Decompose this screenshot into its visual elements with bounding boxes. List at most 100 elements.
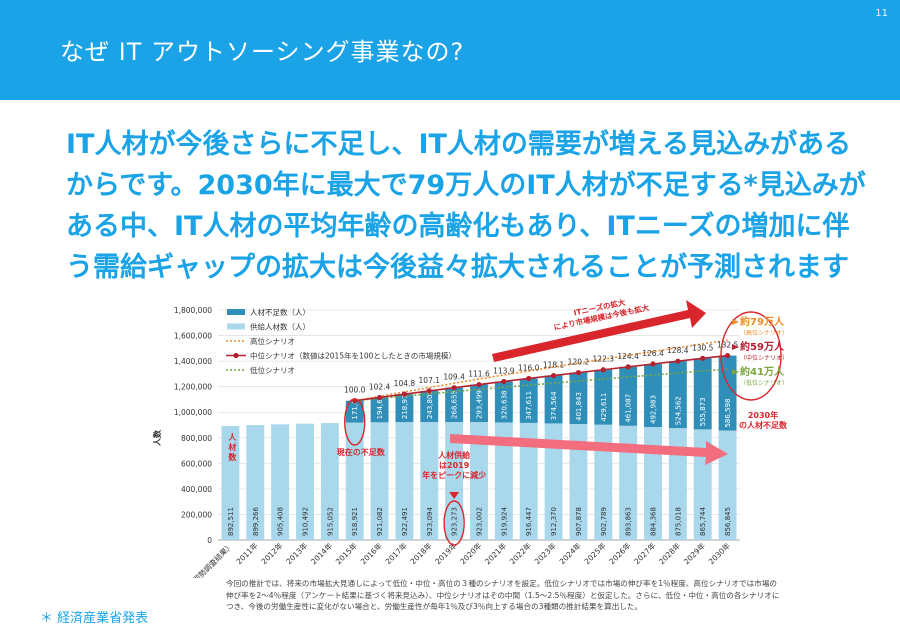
bar-shortage — [594, 369, 613, 425]
bar-supply — [395, 422, 414, 540]
bar-supply-label: 915,052 — [326, 507, 334, 536]
bar-shortage — [494, 381, 513, 423]
bar-shortage — [470, 384, 488, 423]
bar-supply-label: 918,921 — [351, 507, 359, 536]
bar-supply-label: 923,002 — [476, 507, 484, 536]
x-tick-label: 2019年 — [433, 540, 459, 566]
bar-supply — [246, 425, 265, 540]
mid-scenario-point — [501, 378, 507, 385]
bar-supply-label: 893,863 — [625, 507, 633, 536]
bar-shortage — [519, 378, 538, 423]
x-tick-label: 2018年 — [408, 540, 434, 566]
mid-scenario-point — [625, 364, 631, 370]
bar-shortage-label: 194,608 — [376, 390, 384, 419]
x-tick-label: 2028年 — [656, 540, 682, 566]
bar-supply — [544, 423, 563, 540]
mid-scenario-point — [401, 391, 408, 397]
bar-shortage-label: 243,805 — [426, 390, 434, 419]
bar-shortage-label: 218,976 — [401, 390, 409, 419]
y-tick-label: 0 — [207, 536, 212, 545]
mid-scenario-point — [476, 381, 482, 388]
bar-shortage-label: 461,087 — [625, 394, 633, 423]
it-talent-chart: 0 200,000 400,000 600,000 800,000 1,000,000 1,… — [152, 298, 788, 578]
bar-shortage-label: 492,983 — [650, 395, 658, 424]
x-tick-label: 2022年 — [507, 540, 533, 566]
scenario-pointer — [732, 344, 739, 350]
y-tick-label: 400,000 — [181, 485, 212, 494]
x-tick-label: 2029年 — [681, 540, 707, 566]
legend-entry: 低位シナリオ — [250, 365, 295, 375]
x-tick-label: 2024年 — [557, 540, 583, 566]
y-tick-label: 1,800,000 — [174, 306, 212, 315]
bar-supply-label: 865,744 — [699, 507, 707, 536]
bar-shortage-label: 524,562 — [674, 396, 682, 425]
bar-shortage — [619, 366, 638, 426]
bar-supply-label: 923,094 — [426, 507, 434, 536]
legend-swatch — [233, 352, 239, 359]
x-tick-label: 2027年 — [632, 540, 658, 566]
page-title: なぜ IT アウトソーシング事業なの? — [60, 38, 465, 66]
legend-entry: 人材不足数（人） — [250, 307, 310, 317]
header-bar: なぜ IT アウトソーシング事業なの? 11 — [0, 0, 900, 100]
x-tick-label: 2015年 — [333, 540, 359, 566]
bar-supply — [594, 424, 613, 540]
y-axis-label: 人数 — [152, 429, 162, 446]
bar-supply — [221, 425, 240, 540]
bar-supply — [320, 423, 339, 540]
bar-supply-label: 907,878 — [575, 507, 583, 536]
bar-supply — [644, 426, 662, 540]
y-tick-label: 800,000 — [181, 434, 212, 443]
current-shortage-label: 現在の不足数 — [337, 447, 386, 457]
bar-shortage — [693, 358, 712, 430]
mid-scenario-point — [675, 358, 681, 364]
mid-scenario-line — [354, 354, 728, 402]
y-tick-label: 200,000 — [181, 510, 212, 519]
mid-scenario-label: 100.0 — [344, 386, 366, 395]
legend-entry: 高位シナリオ — [250, 336, 295, 346]
bar-supply-label: 912,370 — [550, 507, 558, 536]
mid-scenario-label: 109.4 — [443, 373, 465, 382]
shortage-growth-arrow — [450, 434, 728, 465]
bar-shortage — [668, 361, 687, 429]
bar-supply-label: 910,492 — [302, 507, 310, 536]
x-tick-label: 2016年 — [358, 540, 384, 566]
annotation-supply-label: 数 — [228, 452, 237, 462]
bar-supply — [668, 428, 687, 540]
bar-shortage-label: 374,564 — [550, 391, 558, 420]
mid-scenario-point — [550, 372, 557, 379]
mid-scenario-label: 116.0 — [518, 363, 540, 372]
mid-scenario-point — [724, 352, 731, 359]
mid-scenario-label: 124.4 — [617, 352, 639, 361]
annotation-supply-label: 材 — [228, 442, 236, 452]
mid-scenario-label: 107.1 — [419, 376, 441, 385]
scenario-pointer — [732, 319, 739, 325]
bar-supply-label: 923,273 — [451, 507, 459, 536]
scenario-values-circle — [720, 311, 782, 401]
bar-supply — [519, 422, 538, 540]
peak-label: は2019 — [439, 461, 470, 470]
x-tick-label: 2026年 — [607, 540, 633, 566]
mid-scenario-label: 132.5 — [717, 341, 739, 350]
bar-shortage — [569, 372, 588, 424]
mid-scenario-label: 128.4 — [667, 346, 689, 355]
y-tick-label: 1,000,000 — [174, 408, 212, 417]
bar-supply — [370, 422, 389, 540]
source-note: ＊ 経済産業省発表 — [40, 611, 149, 626]
bar-supply-label: 916,447 — [525, 507, 533, 536]
bar-shortage-label: 171,000 — [351, 391, 359, 420]
bar-shortage-label: 401,843 — [575, 392, 583, 421]
bar-supply-label: 856,845 — [724, 507, 732, 536]
mid-scenario-point — [376, 394, 383, 401]
x-tick-label: 2010年（国勢調査結果） — [167, 540, 235, 578]
y-tick-label: 1,200,000 — [174, 383, 212, 392]
current-shortage-circle — [344, 398, 366, 446]
footnote: 今回の推計では、将来の市場拡大見通しによって低位・中位・高位の３種のシナリオを設… — [226, 579, 780, 611]
mid-scenario-label: 113.9 — [493, 366, 515, 375]
scenario-value-label: 約79万人 — [740, 315, 785, 328]
x-tick-label: 2021年 — [482, 540, 508, 566]
mid-scenario-point — [650, 361, 656, 367]
mid-scenario-label: 126.4 — [642, 349, 664, 358]
bar-shortage-label: 347,611 — [525, 391, 533, 420]
bar-supply — [718, 430, 737, 540]
mid-scenario-point — [426, 388, 432, 394]
